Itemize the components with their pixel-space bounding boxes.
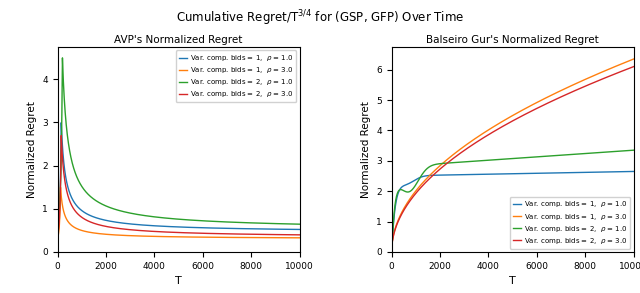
- Legend: Var. comp. bids = 1,  $\rho$ = 1.0, Var. comp. bids = 1,  $\rho$ = 3.0, Var. com: Var. comp. bids = 1, $\rho$ = 1.0, Var. …: [510, 197, 630, 248]
- Y-axis label: Normalized Regret: Normalized Regret: [27, 101, 36, 198]
- Title: AVP's Normalized Regret: AVP's Normalized Regret: [115, 35, 243, 45]
- Title: Balseiro Gur's Normalized Regret: Balseiro Gur's Normalized Regret: [426, 35, 599, 45]
- Y-axis label: Normalized Regret: Normalized Regret: [360, 101, 371, 198]
- Text: Cumulative Regret/T$^{3/4}$ for (GSP, GFP) Over Time: Cumulative Regret/T$^{3/4}$ for (GSP, GF…: [176, 9, 464, 28]
- X-axis label: T: T: [509, 276, 516, 286]
- Legend: Var. comp. bids = 1,  $\rho$ = 1.0, Var. comp. bids = 1,  $\rho$ = 3.0, Var. com: Var. comp. bids = 1, $\rho$ = 1.0, Var. …: [176, 50, 296, 102]
- X-axis label: T: T: [175, 276, 182, 286]
